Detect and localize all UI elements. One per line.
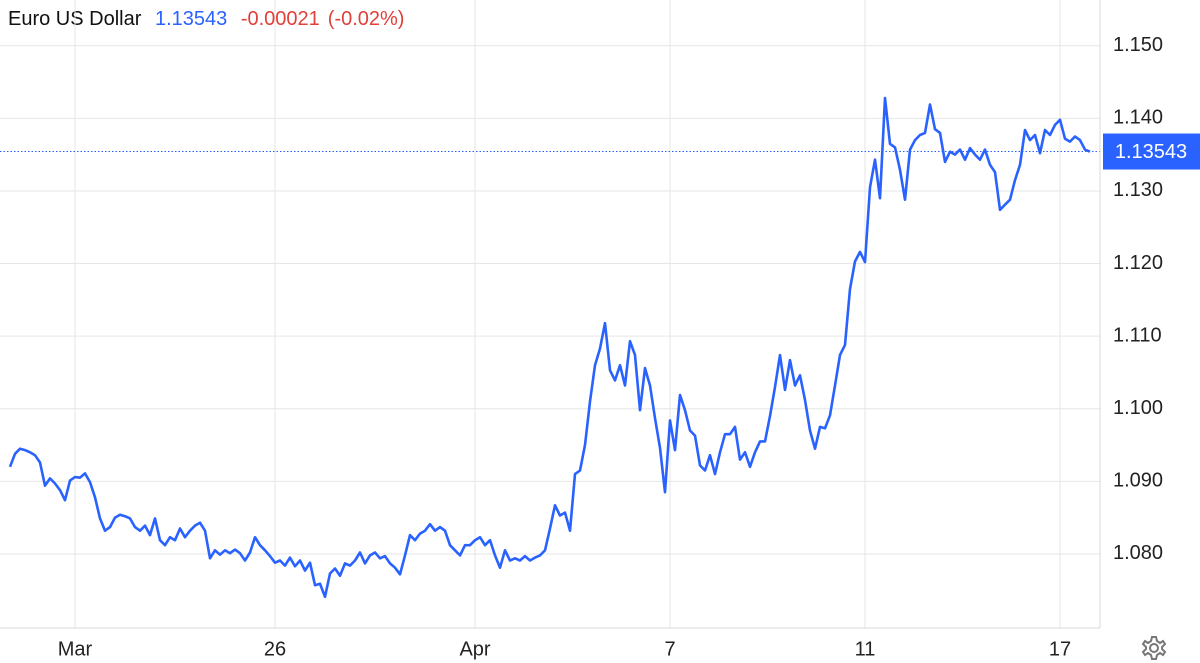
y-tick-label: 1.140 xyxy=(1113,107,1163,129)
y-tick-label: 1.090 xyxy=(1113,470,1163,492)
y-tick-label: 1.100 xyxy=(1113,397,1163,419)
x-tick-label: 11 xyxy=(855,638,876,660)
settings-icon-hub[interactable] xyxy=(1149,643,1159,653)
x-tick-label: 26 xyxy=(264,638,286,660)
y-tick-label: 1.110 xyxy=(1113,324,1162,346)
y-tick-label: 1.130 xyxy=(1113,179,1163,201)
last-price: 1.13543 xyxy=(154,8,228,30)
last-price-tag-label: 1.13543 xyxy=(1115,141,1187,163)
y-tick-label: 1.120 xyxy=(1113,252,1163,274)
settings-icon-gear[interactable] xyxy=(1141,636,1167,660)
price-change: -0.00021 xyxy=(240,8,320,30)
header: Euro US Dollar 1.13543 -0.00021 (-0.02%) xyxy=(8,8,412,31)
x-tick-label: 17 xyxy=(1049,638,1071,660)
last-price-tag xyxy=(1103,133,1200,170)
settings-icon[interactable] xyxy=(1141,636,1167,660)
price-change-percent: (-0.02%) xyxy=(327,8,405,30)
x-tick-label: 7 xyxy=(664,638,675,660)
x-tick-label: Apr xyxy=(459,638,490,660)
price-line xyxy=(8,96,1091,599)
y-tick-label: 1.150 xyxy=(1113,34,1163,56)
y-tick-label: 1.080 xyxy=(1113,542,1163,564)
x-tick-label: Mar xyxy=(58,638,93,660)
